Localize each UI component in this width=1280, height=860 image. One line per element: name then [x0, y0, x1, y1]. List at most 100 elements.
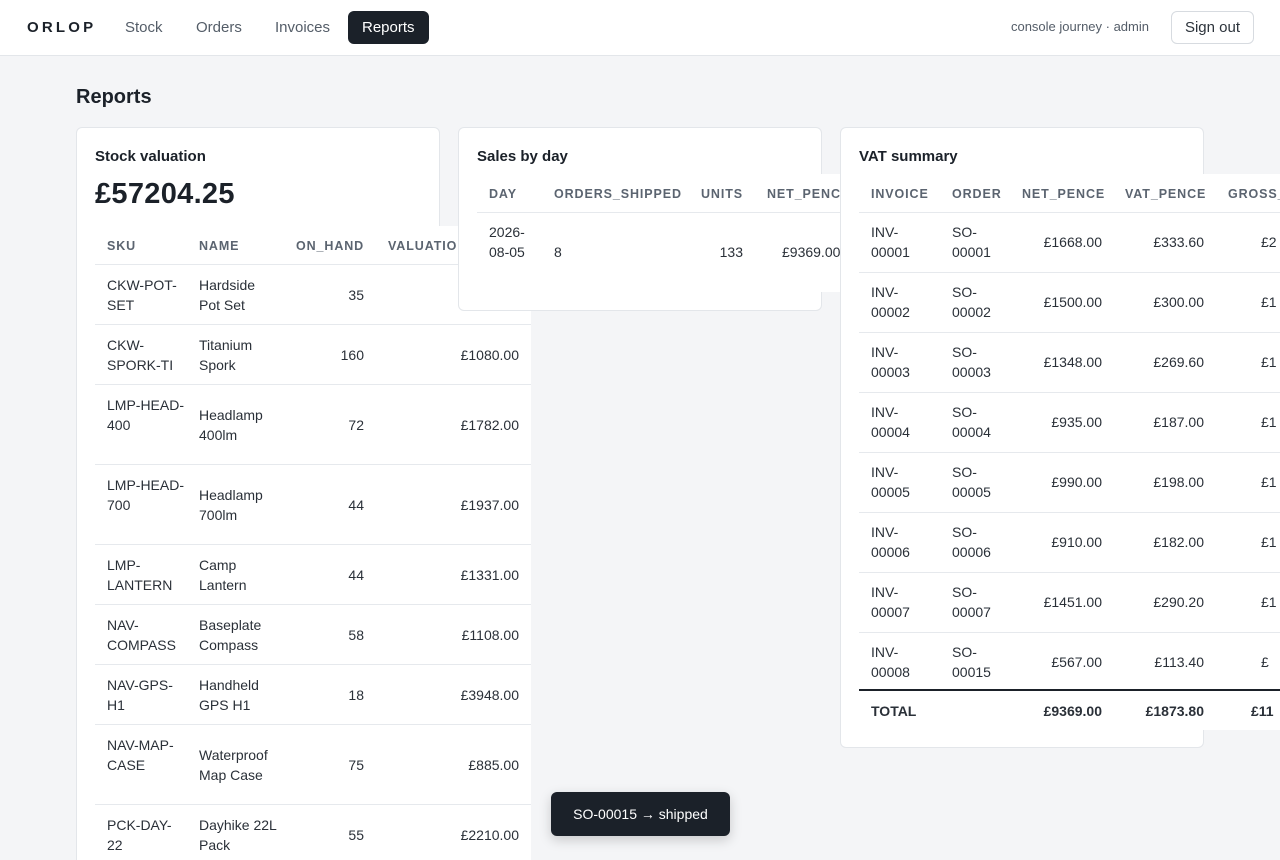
column-header: INVOICE [871, 187, 929, 201]
order-cell: SO-00001 [952, 224, 991, 260]
column-header: NET_PENCE [767, 187, 843, 201]
name-cell: Handheld GPS H1 [199, 677, 259, 713]
sales-table: DAY ORDERS_SHIPPED UNITS NET_PENCE 2026-… [477, 174, 843, 292]
on-hand-cell: 75 [348, 757, 364, 773]
on-hand-cell: 44 [348, 497, 364, 513]
order-cell: SO-00007 [952, 584, 991, 620]
table-row: NAV-GPS-H1 Handheld GPS H1 18 £3948.00 [95, 665, 531, 725]
table-row: NAV-MAP-CASE Waterproof Map Case 75 £885.00 [95, 725, 531, 805]
net-cell: £567.00 [1051, 654, 1102, 670]
total-label: TOTAL [871, 703, 917, 719]
vat-cell: £300.00 [1153, 294, 1204, 310]
column-header: ORDERS_SHIPPED [554, 187, 682, 201]
invoice-cell: INV-00002 [871, 284, 910, 320]
sku-cell: NAV-MAP-CASE [107, 737, 174, 773]
name-cell: Headlamp 400lm [199, 407, 263, 443]
order-cell: SO-00015 [952, 644, 991, 680]
column-header: ORDER [952, 187, 1002, 201]
net-cell: £935.00 [1051, 414, 1102, 430]
name-cell: Hardside Pot Set [199, 277, 256, 313]
table-header-row: SKU NAME ON_HAND VALUATION [95, 226, 531, 265]
column-header: SKU [107, 239, 137, 253]
table-row: LMP-HEAD-400 Headlamp 400lm 72 £1782.00 [95, 385, 531, 465]
order-cell: SO-00006 [952, 524, 991, 560]
vat-cell: £187.00 [1153, 414, 1204, 430]
on-hand-cell: 18 [348, 687, 364, 703]
sku-cell: LMP-LANTERN [107, 557, 173, 593]
gross-cell: £ [1261, 654, 1269, 670]
valuation-cell: £3948.00 [460, 687, 519, 703]
sku-cell: LMP-HEAD-700 [107, 477, 185, 513]
gross-cell: £1 [1261, 474, 1277, 490]
name-cell: Waterproof Map Case [199, 747, 268, 783]
column-header: NAME [199, 239, 240, 253]
column-header: NET_PENCE [1022, 187, 1106, 201]
valuation-cell: £885.00 [468, 757, 519, 773]
total-net: £9369.00 [1043, 703, 1102, 719]
valuation-cell: £2210.00 [460, 827, 519, 843]
stock-total-value: £57204.25 [95, 178, 235, 210]
on-hand-cell: 44 [348, 567, 364, 583]
order-cell: SO-00003 [952, 344, 991, 380]
column-header: VALUATION [388, 239, 461, 253]
net-cell: £1668.00 [1043, 234, 1102, 250]
name-cell: Titanium Spork [199, 337, 253, 373]
table-row: LMP-HEAD-700 Headlamp 700lm 44 £1937.00 [95, 465, 531, 545]
total-gross: £11 [1251, 703, 1274, 719]
card-title: Stock valuation [95, 148, 206, 165]
table-row: INV-00003 SO-00003 £1348.00 £269.60 £1 [859, 333, 1280, 393]
on-hand-cell: 160 [340, 347, 364, 363]
valuation-cell: £1080.00 [460, 347, 519, 363]
invoice-cell: INV-00005 [871, 464, 910, 500]
column-header: VAT_PENCE [1125, 187, 1207, 201]
vat-cell: £113.40 [1154, 654, 1204, 670]
sales-day: 2026-08-05 [489, 224, 525, 260]
top-navbar: ORLOP Stock Orders Invoices Reports cons… [0, 0, 1280, 56]
card-title: Sales by day [477, 148, 568, 165]
sign-out-button[interactable]: Sign out [1171, 11, 1254, 44]
nav-orders[interactable]: Orders [196, 19, 242, 36]
invoice-cell: INV-00008 [871, 644, 910, 680]
page-title: Reports [76, 86, 152, 108]
valuation-cell: £1937.00 [460, 497, 519, 513]
vat-cell: £198.00 [1153, 474, 1204, 490]
sku-cell: CKW-SPORK-TI [107, 337, 174, 373]
table-header-row: DAY ORDERS_SHIPPED UNITS NET_PENCE [477, 174, 843, 213]
net-cell: £1451.00 [1043, 594, 1102, 610]
status-toast: SO-00015 → shipped [551, 792, 730, 836]
table-row: INV-00004 SO-00004 £935.00 £187.00 £1 [859, 393, 1280, 453]
valuation-cell: £1108.00 [461, 627, 519, 643]
order-cell: SO-00004 [952, 404, 991, 440]
column-header: GROSS_PENCE [1228, 187, 1280, 201]
vat-total-row: TOTAL £9369.00 £1873.80 £11 [859, 689, 1280, 730]
table-row: INV-00008 SO-00015 £567.00 £113.40 £ [859, 633, 1280, 690]
table-row: INV-00001 SO-00001 £1668.00 £333.60 £2 [859, 213, 1280, 273]
table-row: INV-00007 SO-00007 £1451.00 £290.20 £1 [859, 573, 1280, 633]
sku-cell: PCK-DAY-22 [107, 817, 172, 853]
brand-logo[interactable]: ORLOP [27, 19, 97, 36]
net-cell: £910.00 [1051, 534, 1102, 550]
name-cell: Baseplate Compass [199, 617, 262, 653]
vat-cell: £290.20 [1153, 594, 1204, 610]
net-cell: £1500.00 [1043, 294, 1102, 310]
net-cell: £990.00 [1051, 474, 1102, 490]
nav-stock[interactable]: Stock [125, 19, 163, 36]
on-hand-cell: 72 [348, 417, 364, 433]
net-cell: £1348.00 [1043, 354, 1102, 370]
vat-table: INVOICE ORDER NET_PENCE VAT_PENCE GROSS_… [859, 174, 1280, 730]
order-cell: SO-00002 [952, 284, 991, 320]
table-row: LMP-LANTERN Camp Lantern 44 £1331.00 [95, 545, 531, 605]
sku-cell: NAV-COMPASS [107, 617, 176, 653]
vat-cell: £333.60 [1153, 234, 1204, 250]
column-header: DAY [489, 187, 517, 201]
current-user: console journey · admin [1010, 19, 1149, 34]
sku-cell: NAV-GPS-H1 [107, 677, 173, 713]
table-row: INV-00006 SO-00006 £910.00 £182.00 £1 [859, 513, 1280, 573]
card-title: VAT summary [859, 148, 958, 165]
sku-cell: LMP-HEAD-400 [107, 397, 185, 433]
table-header-row: INVOICE ORDER NET_PENCE VAT_PENCE GROSS_… [859, 174, 1280, 213]
nav-invoices[interactable]: Invoices [275, 19, 331, 36]
vat-cell: £182.00 [1153, 534, 1204, 550]
nav-reports[interactable]: Reports [348, 11, 429, 44]
total-vat: £1873.80 [1145, 703, 1204, 719]
